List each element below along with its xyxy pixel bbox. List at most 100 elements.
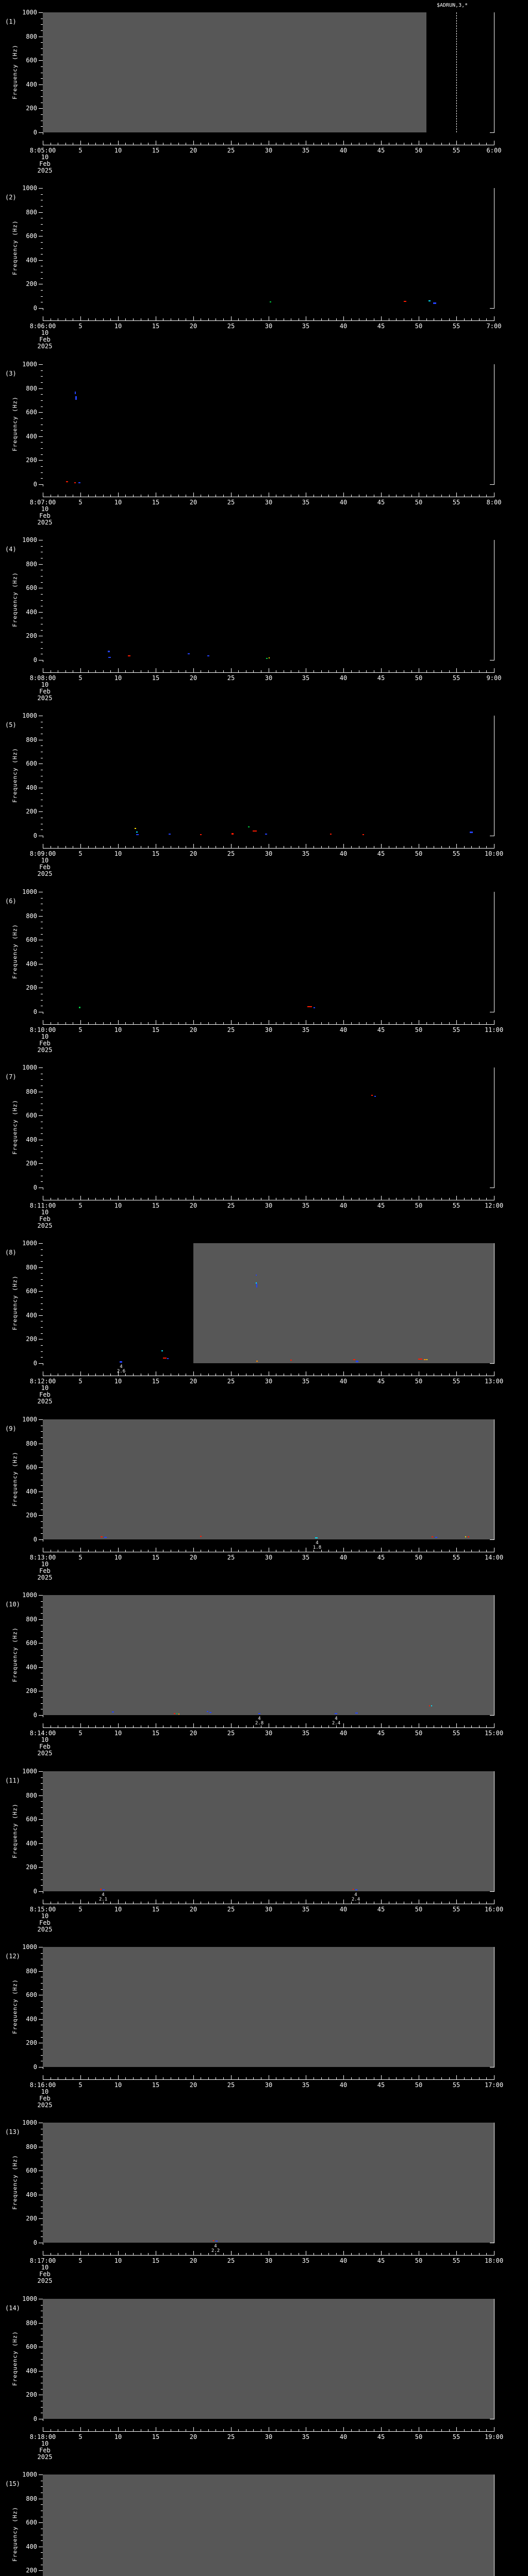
axis-start-time: 8:18:00 [29, 2433, 56, 2441]
x-tick-label: 10 [114, 1026, 122, 1033]
x-tick-label: 5 [78, 323, 82, 330]
detection-mark [418, 1359, 422, 1360]
detection-mark [136, 834, 139, 835]
axis-start-time: 8:12:00 [29, 1378, 56, 1385]
axis-end-time: 15:00 [484, 1730, 504, 1737]
x-tick-minor [178, 846, 179, 848]
x-tick-major [118, 316, 119, 320]
x-tick-label: 55 [452, 850, 460, 857]
x-tick-minor [426, 318, 427, 320]
spectrogram-energy-region [43, 12, 426, 132]
x-tick-label: 30 [265, 674, 273, 682]
x-tick-minor [208, 2253, 209, 2255]
y-tick-major [39, 612, 43, 613]
x-tick-major [343, 1900, 344, 1904]
axis-date-line: 2025 [37, 1574, 53, 1581]
y-tick-minor [41, 296, 43, 297]
x-tick-label: 15 [152, 1202, 160, 1209]
x-tick-label: 55 [452, 1554, 460, 1561]
x-tick-minor [208, 1374, 209, 1376]
panel-index: (2) [5, 194, 16, 201]
x-tick-label: 50 [415, 1202, 423, 1209]
x-tick-label: 45 [377, 1730, 385, 1737]
axis-start-time: 8:09:00 [29, 850, 56, 857]
axis-end-time: 17:00 [484, 2081, 504, 2089]
x-tick-minor [351, 1902, 352, 1904]
axis-end-time: 6:00 [486, 147, 502, 154]
x-tick-minor [464, 143, 465, 145]
x-tick-minor [479, 846, 480, 848]
y-tick-label: 400 [26, 2543, 37, 2550]
x-tick-label: 50 [415, 147, 423, 154]
y-tick-minor [41, 898, 43, 899]
y-tick-label: 800 [26, 561, 37, 568]
y-tick-minor [41, 745, 43, 746]
x-tick-minor [396, 1198, 397, 1200]
y-tick-major [39, 1315, 43, 1316]
y-tick-label: 0 [33, 304, 37, 312]
x-tick-minor [110, 1725, 111, 1727]
x-tick-major [118, 1196, 119, 1200]
y-tick-label: 400 [26, 1488, 37, 1495]
x-tick-major [381, 844, 382, 848]
right-axis-tick-major [490, 484, 494, 485]
x-tick-major [456, 493, 457, 497]
x-tick-minor [65, 1725, 66, 1727]
x-tick-minor [471, 1550, 472, 1552]
detection-annotation: 2.2 [211, 2248, 220, 2253]
x-tick-label: 35 [302, 499, 310, 506]
y-tick-label: 1000 [22, 9, 37, 16]
detection-mark [248, 826, 250, 827]
x-tick-minor [253, 1198, 254, 1200]
detection-mark [216, 2241, 218, 2242]
x-axis-line [43, 2255, 494, 2256]
x-tick-label: 30 [265, 2433, 273, 2441]
spectrogram-energy-region [43, 2299, 494, 2419]
detection-mark [465, 1536, 466, 1537]
x-tick-label: 45 [377, 1202, 385, 1209]
detection-mark [75, 392, 76, 394]
x-tick-minor [238, 2253, 239, 2255]
y-tick-minor [41, 1497, 43, 1498]
detection-mark [79, 1007, 80, 1008]
y-tick-label: 600 [26, 409, 37, 416]
x-tick-minor [223, 495, 224, 497]
x-tick-minor [223, 2429, 224, 2431]
x-tick-minor [95, 2429, 96, 2431]
x-tick-minor [110, 1902, 111, 1904]
x-tick-major [80, 1371, 81, 1376]
x-tick-label: 10 [114, 674, 122, 682]
panel-index: (10) [5, 1601, 20, 1608]
x-tick-label: 25 [227, 323, 235, 330]
x-tick-label: 35 [302, 674, 310, 682]
axis-date-line: 2025 [37, 1046, 53, 1054]
x-tick-major [193, 2075, 194, 2079]
y-tick-minor [41, 1255, 43, 1256]
x-tick-minor [321, 318, 322, 320]
x-tick-minor [449, 1198, 450, 1200]
x-tick-minor [479, 1374, 480, 1376]
x-tick-minor [125, 1550, 126, 1552]
y-tick-minor [41, 478, 43, 479]
y-tick-minor [41, 1333, 43, 1334]
detection-mark [200, 1536, 202, 1537]
x-tick-minor [321, 1550, 322, 1552]
detection-mark [256, 1275, 257, 1276]
x-tick-major [456, 844, 457, 848]
panel-index: (7) [5, 1073, 16, 1080]
x-tick-minor [125, 318, 126, 320]
x-tick-minor [449, 495, 450, 497]
x-tick-minor [486, 1022, 487, 1024]
x-tick-minor [103, 670, 104, 672]
spectrogram-panel: (12) Frequency (Hz) 0 200 400 600 800 1000 5 10 15… [0, 1935, 528, 2110]
x-tick-minor [366, 1902, 367, 1904]
x-tick-label: 55 [452, 674, 460, 682]
x-tick-label: 35 [302, 2081, 310, 2089]
x-tick-minor [238, 1022, 239, 1024]
x-tick-major [193, 141, 194, 145]
right-axis-tick-major [490, 1363, 494, 1364]
x-tick-minor [411, 1902, 412, 1904]
x-tick-minor [133, 1902, 134, 1904]
x-tick-major [381, 1020, 382, 1024]
x-tick-minor [178, 670, 179, 672]
